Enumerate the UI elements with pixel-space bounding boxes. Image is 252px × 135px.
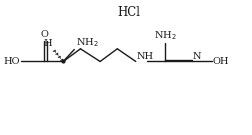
Text: O: O xyxy=(40,30,48,39)
Text: OH: OH xyxy=(213,57,229,66)
Text: N: N xyxy=(193,52,202,61)
Text: NH: NH xyxy=(137,52,154,61)
Text: NH$_2$: NH$_2$ xyxy=(76,36,98,49)
Text: HCl: HCl xyxy=(117,6,140,19)
Text: NH$_2$: NH$_2$ xyxy=(154,29,177,42)
Text: H: H xyxy=(44,39,52,48)
Text: HO: HO xyxy=(4,57,20,66)
